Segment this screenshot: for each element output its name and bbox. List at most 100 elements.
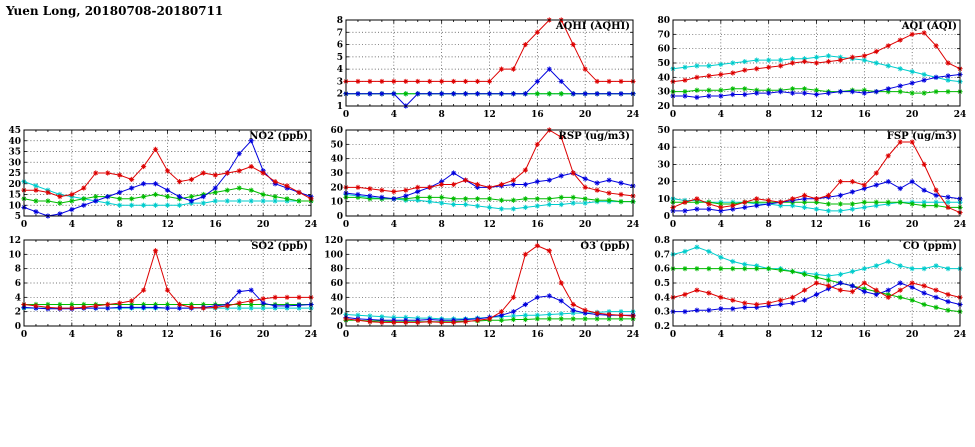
svg-text:20: 20: [8, 180, 21, 190]
svg-text:24: 24: [627, 110, 640, 120]
svg-text:12: 12: [483, 110, 496, 120]
svg-text:50: 50: [330, 140, 343, 150]
svg-text:16: 16: [531, 110, 544, 120]
svg-text:0: 0: [664, 212, 670, 222]
svg-text:4: 4: [391, 220, 397, 230]
svg-text:8: 8: [337, 16, 343, 26]
page-title: Yuen Long, 20180708-20180711: [6, 4, 224, 18]
svg-text:0.2: 0.2: [654, 322, 670, 332]
svg-text:8: 8: [766, 330, 772, 340]
chart-title: FSP (ug/m3): [887, 131, 957, 142]
chart-co: 0.2 0.3 0.4 0.5 0.6 0.7 0.8 0 4 8 12 16 20 24 CO (ppm): [654, 236, 966, 340]
svg-text:2: 2: [15, 308, 21, 318]
svg-text:4: 4: [15, 293, 21, 303]
svg-text:16: 16: [858, 330, 871, 340]
svg-text:20: 20: [330, 308, 343, 318]
svg-text:20: 20: [906, 220, 919, 230]
svg-text:10: 10: [657, 195, 670, 205]
svg-text:2: 2: [337, 90, 343, 100]
svg-text:16: 16: [858, 110, 871, 120]
svg-text:20: 20: [906, 330, 919, 340]
svg-text:16: 16: [531, 220, 544, 230]
svg-text:60: 60: [657, 45, 670, 55]
svg-text:5: 5: [15, 212, 21, 222]
svg-text:0: 0: [337, 322, 343, 332]
svg-text:0: 0: [670, 220, 676, 230]
svg-text:0: 0: [670, 330, 676, 340]
series-red-markers: [21, 146, 314, 202]
svg-text:3: 3: [337, 77, 343, 87]
svg-text:4: 4: [391, 110, 397, 120]
svg-text:45: 45: [8, 126, 21, 136]
svg-text:4: 4: [718, 330, 724, 340]
svg-text:0: 0: [343, 110, 349, 120]
svg-text:30: 30: [8, 158, 21, 168]
svg-text:20: 20: [579, 220, 592, 230]
svg-text:80: 80: [657, 16, 670, 26]
svg-text:7: 7: [337, 28, 343, 38]
svg-text:0: 0: [337, 212, 343, 222]
svg-text:20: 20: [906, 110, 919, 120]
svg-text:15: 15: [8, 191, 21, 201]
svg-text:10: 10: [8, 250, 21, 260]
svg-text:4: 4: [69, 220, 75, 230]
svg-text:8: 8: [439, 330, 445, 340]
chart-title: O3 (ppb): [580, 241, 630, 252]
svg-text:20: 20: [579, 110, 592, 120]
svg-text:24: 24: [627, 330, 640, 340]
svg-text:10: 10: [8, 201, 21, 211]
svg-text:50: 50: [657, 126, 670, 136]
svg-text:100: 100: [324, 250, 343, 260]
svg-text:8: 8: [439, 220, 445, 230]
svg-text:4: 4: [718, 220, 724, 230]
svg-text:8: 8: [117, 220, 123, 230]
svg-text:12: 12: [810, 330, 823, 340]
svg-text:0: 0: [15, 322, 21, 332]
series-cyan-markers: [21, 179, 314, 208]
svg-text:6: 6: [15, 279, 21, 289]
svg-text:12: 12: [810, 110, 823, 120]
svg-text:0.5: 0.5: [654, 279, 670, 289]
svg-text:0: 0: [21, 220, 27, 230]
svg-text:20: 20: [657, 178, 670, 188]
svg-text:16: 16: [209, 220, 222, 230]
svg-text:30: 30: [330, 169, 343, 179]
svg-text:0: 0: [21, 330, 27, 340]
svg-text:12: 12: [483, 220, 496, 230]
svg-text:8: 8: [766, 220, 772, 230]
svg-text:80: 80: [330, 265, 343, 275]
svg-text:8: 8: [117, 330, 123, 340]
svg-text:24: 24: [954, 220, 967, 230]
svg-text:4: 4: [337, 65, 343, 75]
chart-fsp: 0 10 20 30 40 50 0 4 8 12 16 20 24 FSP (ug/m3): [657, 126, 967, 230]
svg-text:0.4: 0.4: [654, 293, 670, 303]
svg-text:60: 60: [330, 126, 343, 136]
svg-text:20: 20: [257, 330, 270, 340]
svg-text:0: 0: [343, 330, 349, 340]
svg-text:24: 24: [305, 220, 318, 230]
svg-text:16: 16: [858, 220, 871, 230]
svg-text:40: 40: [657, 143, 670, 153]
svg-text:40: 40: [657, 73, 670, 83]
svg-text:16: 16: [531, 330, 544, 340]
svg-text:16: 16: [209, 330, 222, 340]
svg-text:20: 20: [657, 102, 670, 112]
svg-text:20: 20: [579, 330, 592, 340]
svg-text:24: 24: [627, 220, 640, 230]
svg-text:12: 12: [8, 236, 21, 246]
svg-text:40: 40: [330, 293, 343, 303]
svg-text:1: 1: [337, 102, 343, 112]
svg-text:24: 24: [305, 330, 318, 340]
svg-text:20: 20: [257, 220, 270, 230]
svg-text:12: 12: [810, 220, 823, 230]
svg-text:30: 30: [657, 88, 670, 98]
chart-title: NO2 (ppb): [249, 131, 308, 142]
svg-text:8: 8: [15, 265, 21, 275]
svg-text:35: 35: [8, 148, 21, 158]
svg-text:12: 12: [161, 330, 174, 340]
svg-text:24: 24: [954, 110, 967, 120]
svg-text:5: 5: [337, 53, 343, 63]
